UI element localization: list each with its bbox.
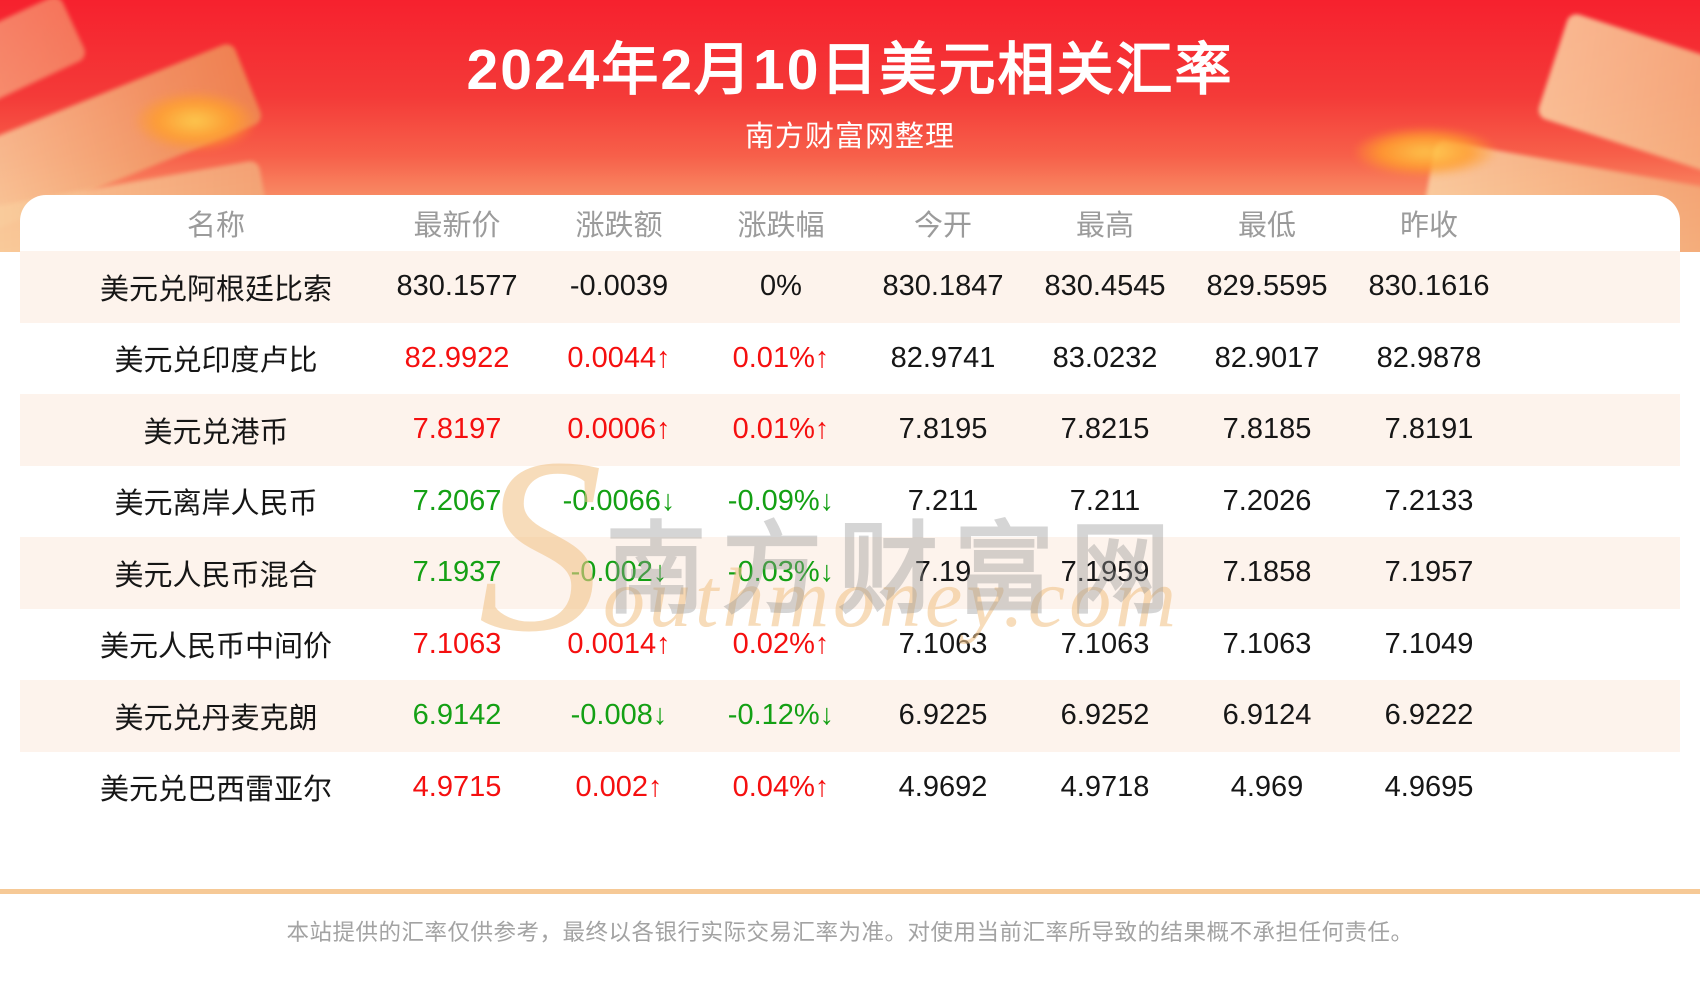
cell-change-amount: -0.0066↓	[562, 484, 676, 517]
cell-latest-price: 7.2067	[412, 484, 502, 517]
page-subtitle: 南方财富网整理	[744, 121, 955, 153]
table-header-row: 名称 最新价 涨跌额 涨跌幅 今开 最高 最低 昨收	[20, 195, 1680, 251]
cell-high: 83.0232	[1052, 341, 1158, 374]
cell-low: 82.9017	[1214, 341, 1320, 374]
table-row: 美元人民币混合 7.1937 -0.002↓ -0.03%↓ 7.19 7.19…	[20, 537, 1680, 609]
cell-open: 82.9741	[890, 341, 996, 374]
orange-glow-decoration	[135, 92, 255, 150]
cell-prev-close: 7.1049	[1384, 627, 1474, 660]
cell-change-percent: -0.03%↓	[727, 556, 835, 589]
orange-glow-decoration	[1355, 128, 1495, 176]
cell-open: 6.9225	[898, 699, 988, 732]
cell-change-amount: 0.0044↑	[567, 341, 671, 374]
cell-latest-price: 7.8197	[412, 413, 502, 446]
cell-open: 7.211	[907, 484, 979, 517]
cell-change-percent: 0.02%↑	[732, 627, 830, 660]
cell-latest-price: 6.9142	[412, 699, 502, 732]
column-header-latest: 最新价	[413, 210, 501, 242]
table-row: 美元兑丹麦克朗 6.9142 -0.008↓ -0.12%↓ 6.9225 6.…	[20, 680, 1680, 752]
cell-low: 7.2026	[1222, 484, 1312, 517]
cell-open: 7.19	[914, 556, 972, 589]
column-header-high: 最高	[1075, 210, 1134, 242]
cell-high: 7.8215	[1060, 413, 1150, 446]
table-row: 美元兑印度卢比 82.9922 0.0044↑ 0.01%↑ 82.9741 8…	[20, 323, 1680, 395]
cell-latest-price: 830.1577	[396, 270, 518, 303]
table-row: 美元兑巴西雷亚尔 4.9715 0.002↑ 0.04%↑ 4.9692 4.9…	[20, 752, 1680, 824]
cell-change-percent: 0.01%↑	[732, 341, 830, 374]
page-title: 2024年2月10日美元相关汇率	[466, 38, 1234, 102]
cell-pair-name: 美元人民币混合	[114, 559, 318, 592]
cell-change-amount: -0.008↓	[570, 699, 668, 732]
cell-low: 829.5595	[1206, 270, 1328, 303]
cell-prev-close: 7.2133	[1384, 484, 1474, 517]
cell-prev-close: 830.1616	[1368, 270, 1490, 303]
column-header-low: 最低	[1237, 210, 1296, 242]
column-header-change-pct: 涨跌幅	[737, 210, 825, 242]
table-body: 美元兑阿根廷比索 830.1577 -0.0039 0% 830.1847 83…	[20, 251, 1680, 823]
cell-change-percent: 0%	[760, 270, 802, 303]
cell-open: 7.1063	[898, 627, 988, 660]
cell-change-amount: 0.0014↑	[567, 627, 671, 660]
cell-low: 6.9124	[1222, 699, 1312, 732]
cell-high: 7.1063	[1060, 627, 1150, 660]
disclaimer-text: 本站提供的汇率仅供参考，最终以各银行实际交易汇率为准。对使用当前汇率所导致的结果…	[286, 920, 1414, 945]
cell-latest-price: 7.1937	[412, 556, 502, 589]
table-row: 美元人民币中间价 7.1063 0.0014↑ 0.02%↑ 7.1063 7.…	[20, 609, 1680, 681]
cell-high: 4.9718	[1060, 770, 1150, 803]
cell-change-percent: 0.01%↑	[732, 413, 830, 446]
cell-high: 830.4545	[1044, 270, 1166, 303]
cell-pair-name: 美元兑丹麦克朗	[114, 702, 318, 735]
cell-high: 7.211	[1069, 484, 1141, 517]
cell-low: 7.8185	[1222, 413, 1312, 446]
cell-prev-close: 7.1957	[1384, 556, 1474, 589]
cell-pair-name: 美元人民币中间价	[99, 631, 332, 664]
footer-divider-line	[0, 889, 1700, 894]
column-header-change: 涨跌额	[575, 210, 663, 242]
cell-prev-close: 7.8191	[1384, 413, 1474, 446]
cell-pair-name: 美元离岸人民币	[114, 488, 318, 521]
cell-low: 7.1858	[1222, 556, 1312, 589]
cell-high: 7.1959	[1060, 556, 1150, 589]
cell-change-amount: 0.002↑	[575, 770, 663, 803]
cell-pair-name: 美元兑港币	[143, 416, 289, 449]
cell-prev-close: 4.9695	[1384, 770, 1474, 803]
cell-change-amount: -0.002↓	[570, 556, 668, 589]
cell-low: 7.1063	[1222, 627, 1312, 660]
cell-prev-close: 6.9222	[1384, 699, 1474, 732]
cell-open: 830.1847	[882, 270, 1004, 303]
table-row: 美元兑阿根廷比索 830.1577 -0.0039 0% 830.1847 83…	[20, 251, 1680, 323]
cell-high: 6.9252	[1060, 699, 1150, 732]
cell-change-percent: -0.12%↓	[727, 699, 835, 732]
cell-pair-name: 美元兑巴西雷亚尔	[99, 774, 332, 807]
cell-latest-price: 82.9922	[404, 341, 510, 374]
cell-pair-name: 美元兑阿根廷比索	[99, 273, 332, 306]
cell-open: 7.8195	[898, 413, 988, 446]
cell-latest-price: 4.9715	[412, 770, 502, 803]
cell-change-percent: 0.04%↑	[732, 770, 830, 803]
cell-open: 4.9692	[898, 770, 988, 803]
column-header-name: 名称	[186, 210, 245, 242]
table-row: 美元离岸人民币 7.2067 -0.0066↓ -0.09%↓ 7.211 7.…	[20, 466, 1680, 538]
column-header-open: 今开	[913, 210, 972, 242]
table-row: 美元兑港币 7.8197 0.0006↑ 0.01%↑ 7.8195 7.821…	[20, 394, 1680, 466]
cell-change-percent: -0.09%↓	[727, 484, 835, 517]
cell-latest-price: 7.1063	[412, 627, 502, 660]
column-header-prev-close: 昨收	[1399, 210, 1458, 242]
cell-change-amount: 0.0006↑	[567, 413, 671, 446]
cell-change-amount: -0.0039	[569, 270, 669, 303]
cell-low: 4.969	[1230, 770, 1304, 803]
cell-prev-close: 82.9878	[1376, 341, 1482, 374]
rates-card: 名称 最新价 涨跌额 涨跌幅 今开 最高 最低 昨收 美元兑阿根廷比索 830.…	[20, 195, 1680, 823]
cell-pair-name: 美元兑印度卢比	[114, 345, 318, 378]
